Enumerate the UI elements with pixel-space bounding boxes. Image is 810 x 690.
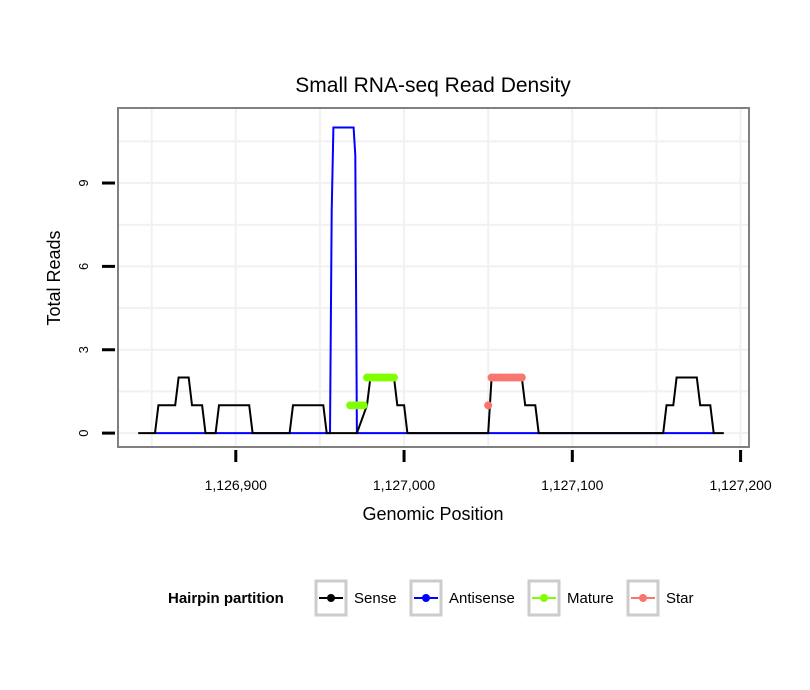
x-tick-label: 1,127,200 [709, 477, 771, 493]
x-axis-label: Genomic Position [362, 504, 503, 524]
legend-label-mature: Mature [567, 590, 614, 607]
legend-key-dot-sense [327, 594, 335, 602]
star-point [484, 401, 493, 410]
plot-panel-border [117, 107, 750, 448]
legend-title: Hairpin partition [168, 590, 284, 607]
legend-item-mature: Mature [527, 579, 614, 617]
legend-label-antisense: Antisense [449, 590, 515, 607]
legend-item-star: Star [626, 579, 694, 617]
legend-label-star: Star [666, 590, 694, 607]
y-tick-label: 3 [76, 346, 91, 353]
x-tick-label: 1,127,100 [541, 477, 603, 493]
legend-key-dot-mature [540, 594, 548, 602]
legend-key-dot-antisense [422, 594, 430, 602]
y-axis-label: Total Reads [44, 230, 64, 325]
legend-key-dot-star [639, 594, 647, 602]
legend-item-sense: Sense [314, 579, 397, 617]
series-layer [138, 126, 724, 435]
legend: Hairpin partition Sense Antisense Mature St… [168, 579, 694, 617]
star-point [517, 373, 526, 382]
legend-item-antisense: Antisense [409, 579, 515, 617]
y-tick-label: 9 [76, 179, 91, 186]
mature-point [389, 373, 398, 382]
y-tick-label: 0 [76, 429, 91, 436]
antisense-line [155, 126, 714, 435]
x-axis: 1,126,900 1,127,000 1,127,100 1,127,200 [205, 450, 772, 493]
legend-label-sense: Sense [354, 590, 397, 607]
chart-title: Small RNA-seq Read Density [295, 74, 571, 97]
y-axis: 0 3 6 9 [76, 179, 115, 437]
y-tick-label: 6 [76, 263, 91, 270]
x-tick-label: 1,127,000 [373, 477, 435, 493]
x-tick-label: 1,126,900 [205, 477, 267, 493]
mature-point [359, 401, 368, 410]
